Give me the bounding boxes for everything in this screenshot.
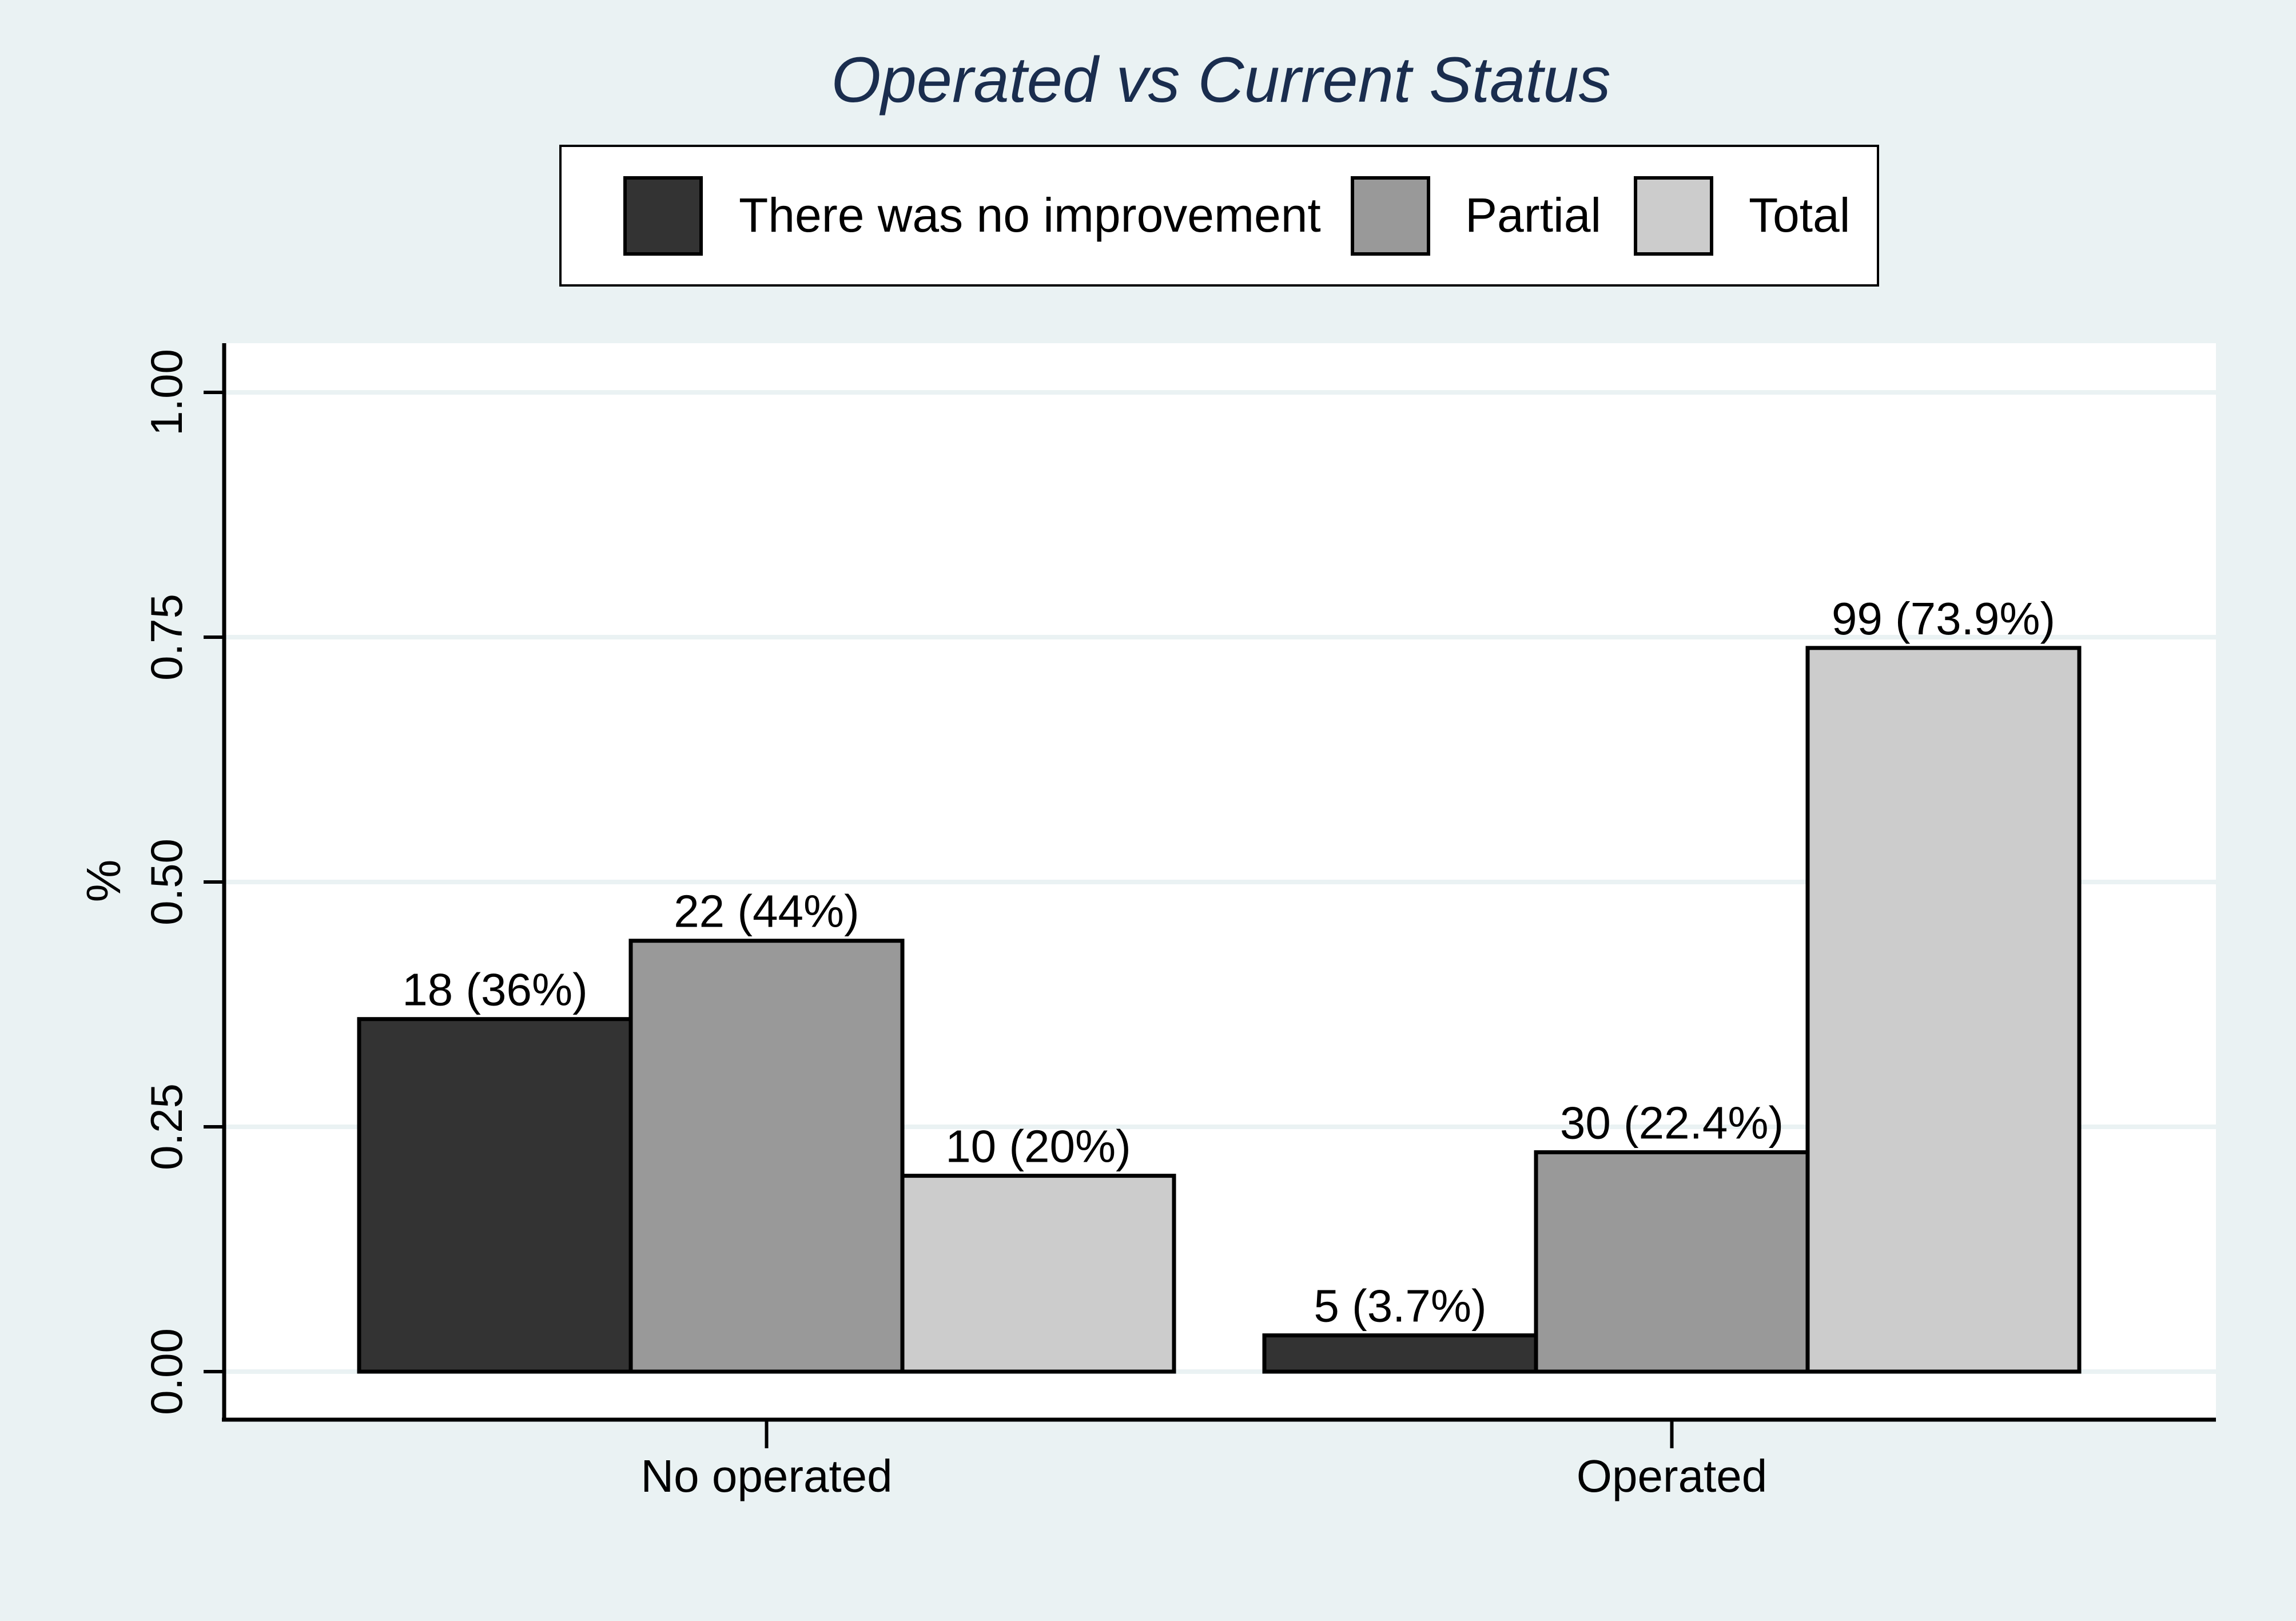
legend-swatch (1351, 176, 1430, 256)
y-tick-label: 0.25 (141, 1083, 192, 1170)
bar-2-1 (628, 939, 905, 1374)
legend-label: Total (1749, 188, 1850, 242)
bar-2-2 (1534, 1150, 1810, 1374)
legend-label: There was no improvement (739, 188, 1321, 242)
bar-1-2 (1262, 1333, 1538, 1374)
data-label: 30 (22.4%) (1560, 1098, 1784, 1149)
data-label: 5 (3.7%) (1314, 1281, 1486, 1332)
bar-3-2 (1805, 646, 2082, 1374)
y-tick-label: 1.00 (141, 349, 192, 436)
data-label: 22 (44%) (674, 886, 859, 937)
x-axis-ticks: No operated Operated (640, 1420, 1767, 1501)
bars (357, 646, 2082, 1374)
y-tick-label: 0.00 (141, 1328, 192, 1415)
legend-label: Partial (1465, 188, 1601, 242)
legend-swatch (623, 176, 703, 256)
category-label: Operated (1577, 1451, 1768, 1501)
legend: There was no improvement Partial Total (559, 145, 1879, 287)
y-tick-label: 0.75 (141, 594, 192, 681)
data-labels: 18 (36%) 22 (44%) 10 (20%) 5 (3.7%) 30 (22.4… (402, 593, 2055, 1332)
legend-swatch (1634, 176, 1713, 256)
bar-1-1 (357, 1017, 633, 1374)
data-label: 99 (73.9%) (1832, 593, 2055, 644)
data-label: 18 (36%) (402, 964, 588, 1015)
bar-3-1 (900, 1174, 1176, 1374)
y-axis-ticks: 0.00 0.25 0.50 0.75 1.00 (141, 349, 224, 1415)
category-label: No operated (640, 1451, 892, 1501)
y-tick-label: 0.50 (141, 839, 192, 925)
chart-title: Operated vs Current Status (831, 44, 1610, 116)
y-axis-label: % (77, 860, 130, 903)
data-label: 10 (20%) (945, 1121, 1131, 1172)
